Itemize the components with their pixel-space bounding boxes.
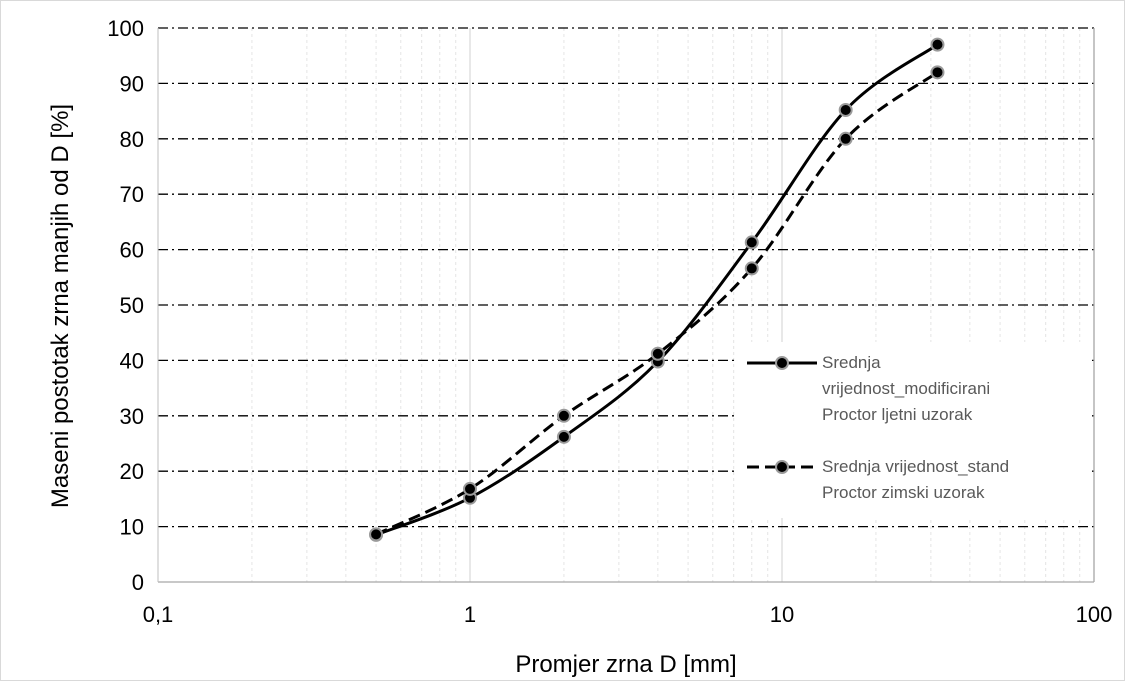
legend-marker — [776, 357, 788, 369]
x-axis-title: Promjer zrna D [mm] — [515, 651, 736, 678]
data-point — [840, 104, 852, 116]
data-point — [464, 483, 476, 495]
legend-label: Proctor ljetni uzorak — [822, 405, 973, 424]
data-point — [931, 66, 943, 78]
data-point — [746, 262, 758, 274]
legend-label: vrijednost_modificirani — [822, 379, 990, 398]
legend-label: Srednja — [822, 353, 881, 372]
y-tick-label: 20 — [120, 459, 144, 484]
y-tick-label: 10 — [120, 515, 144, 540]
data-point — [746, 236, 758, 248]
legend: Srednja vrijednost_modificirani Proctor lj… — [737, 342, 1092, 518]
x-tick-label: 0,1 — [143, 602, 174, 627]
y-tick-label: 40 — [120, 348, 144, 373]
data-point — [652, 348, 664, 360]
data-point — [558, 431, 570, 443]
data-point — [370, 528, 382, 540]
y-tick-label: 100 — [107, 16, 144, 41]
y-axis-title: Maseni postotak zrna manjih od D [%] — [47, 104, 74, 508]
legend-marker — [776, 461, 788, 473]
y-tick-label: 50 — [120, 293, 144, 318]
legend-label: Proctor zimski uzorak — [822, 483, 985, 502]
data-point — [558, 410, 570, 422]
data-point — [840, 133, 852, 145]
x-tick-label: 1 — [464, 602, 476, 627]
y-tick-label: 0 — [132, 570, 144, 595]
x-tick-label: 100 — [1076, 602, 1113, 627]
y-tick-label: 80 — [120, 127, 144, 152]
y-tick-label: 90 — [120, 71, 144, 96]
data-point — [931, 39, 943, 51]
y-tick-label: 30 — [120, 404, 144, 429]
legend-label: Srednja vrijednost_stand — [822, 457, 1009, 476]
y-tick-label: 60 — [120, 238, 144, 263]
x-tick-label: 10 — [770, 602, 794, 627]
y-tick-label: 70 — [120, 182, 144, 207]
